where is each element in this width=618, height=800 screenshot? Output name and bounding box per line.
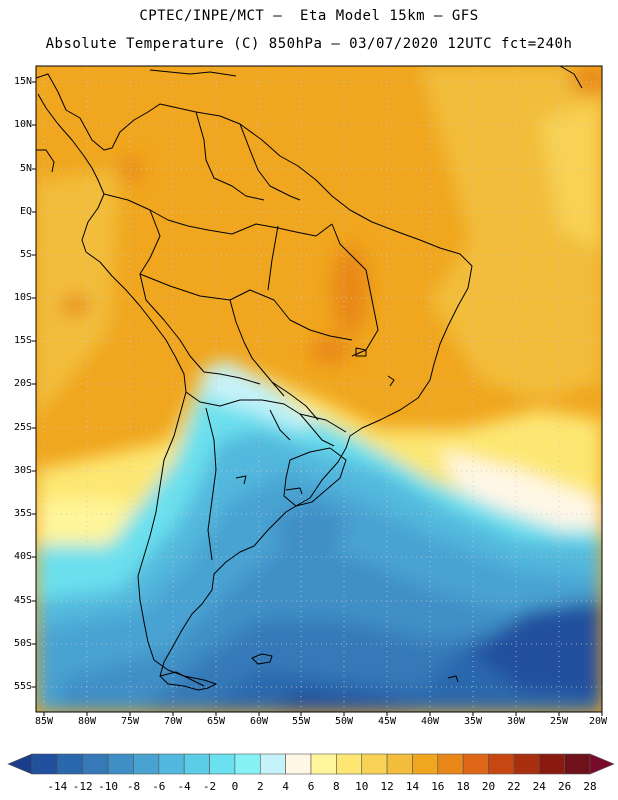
color-scale-label: 10	[355, 780, 369, 793]
lat-label: 30S	[13, 465, 32, 476]
color-scale-swatch	[538, 753, 565, 775]
lon-label: 30W	[506, 716, 526, 727]
lat-label: 5S	[19, 249, 32, 260]
color-scale-swatch	[259, 753, 286, 775]
color-scale-swatch	[437, 753, 464, 775]
color-scale-label: -10	[98, 780, 119, 793]
color-scale-label: 22	[507, 780, 521, 793]
lat-label: 50S	[13, 638, 32, 649]
color-scale-label: 4	[282, 780, 289, 793]
color-scale-label: 28	[583, 780, 597, 793]
color-scale-label: 6	[307, 780, 315, 793]
plot-frame	[35, 65, 603, 713]
lat-label: 45S	[13, 595, 32, 606]
lat-label: 20S	[13, 378, 32, 389]
lat-label: 25S	[13, 422, 32, 433]
lat-label: 10N	[13, 119, 32, 130]
color-scale-swatch	[386, 753, 413, 775]
color-scale-swatch	[133, 753, 160, 775]
lon-label: 70W	[163, 716, 183, 727]
color-scale-label: 0	[231, 780, 239, 793]
color-scale-swatch	[158, 753, 185, 775]
lon-label: 55W	[291, 716, 311, 727]
map-title-line2: Absolute Temperature (C) 850hPa – 03/07/…	[45, 36, 573, 52]
lon-label: 40W	[420, 716, 440, 727]
color-scale-swatch	[82, 753, 109, 775]
color-scale-label: 20	[481, 780, 496, 793]
color-scale-swatch	[183, 753, 210, 775]
color-scale-label: 14	[405, 780, 420, 793]
lat-label: 15N	[13, 76, 32, 87]
color-scale-swatch	[107, 753, 134, 775]
axis-ticks	[32, 81, 603, 716]
color-scale-swatch	[336, 753, 363, 775]
color-scale-swatch	[513, 753, 540, 775]
color-scale-swatch	[209, 753, 236, 775]
color-scale-label: -2	[202, 780, 217, 793]
lat-label: EQ	[19, 206, 32, 217]
color-scale-swatch	[310, 753, 337, 775]
lat-label: 10S	[13, 292, 32, 303]
color-scale-label: 16	[431, 780, 445, 793]
color-scale-label: 12	[380, 780, 394, 793]
color-scale-label: 8	[333, 780, 340, 793]
color-scale-bar	[7, 753, 615, 775]
lon-label: 50W	[334, 716, 354, 727]
color-scale-swatch	[31, 753, 58, 775]
color-scale-label: 2	[256, 780, 264, 793]
map-title-line1: CPTEC/INPE/MCT – Eta Model 15km – GFS	[139, 8, 479, 24]
color-scale-swatch	[488, 753, 515, 775]
lat-label: 35S	[13, 508, 32, 519]
color-scale-arrow-low	[7, 753, 33, 775]
color-scale-label: -14	[47, 780, 68, 793]
color-scale-swatch	[412, 753, 439, 775]
lon-label: 25W	[549, 716, 569, 727]
lon-label: 85W	[34, 716, 54, 727]
color-scale-swatch	[564, 753, 591, 775]
color-scale-swatch	[57, 753, 84, 775]
color-scale-label: -4	[177, 780, 191, 793]
color-scale-label: 18	[456, 780, 470, 793]
color-scale-label: 26	[558, 780, 572, 793]
lon-label: 35W	[463, 716, 483, 727]
lon-label: 65W	[206, 716, 226, 727]
lon-label: 80W	[77, 716, 97, 727]
lat-label: 55S	[13, 681, 32, 692]
lon-label: 45W	[377, 716, 397, 727]
lon-label: 60W	[249, 716, 269, 727]
temperature-field	[36, 66, 602, 712]
color-scale-swatch	[361, 753, 388, 775]
color-scale-label: 24	[532, 780, 546, 793]
color-scale-swatch	[462, 753, 489, 775]
color-scale-swatch	[285, 753, 312, 775]
lon-label: 75W	[120, 716, 140, 727]
color-scale-label: -8	[126, 780, 141, 793]
color-scale-arrow-high	[589, 753, 615, 775]
lat-label: 5N	[19, 163, 32, 174]
color-scale-label: -6	[152, 780, 166, 793]
coastlines	[36, 66, 583, 691]
lat-label: 40S	[13, 551, 32, 562]
lat-label: 15S	[13, 335, 32, 346]
color-scale-swatch	[234, 753, 261, 775]
color-scale-label: -12	[72, 780, 93, 793]
lon-label: 20W	[588, 716, 608, 727]
